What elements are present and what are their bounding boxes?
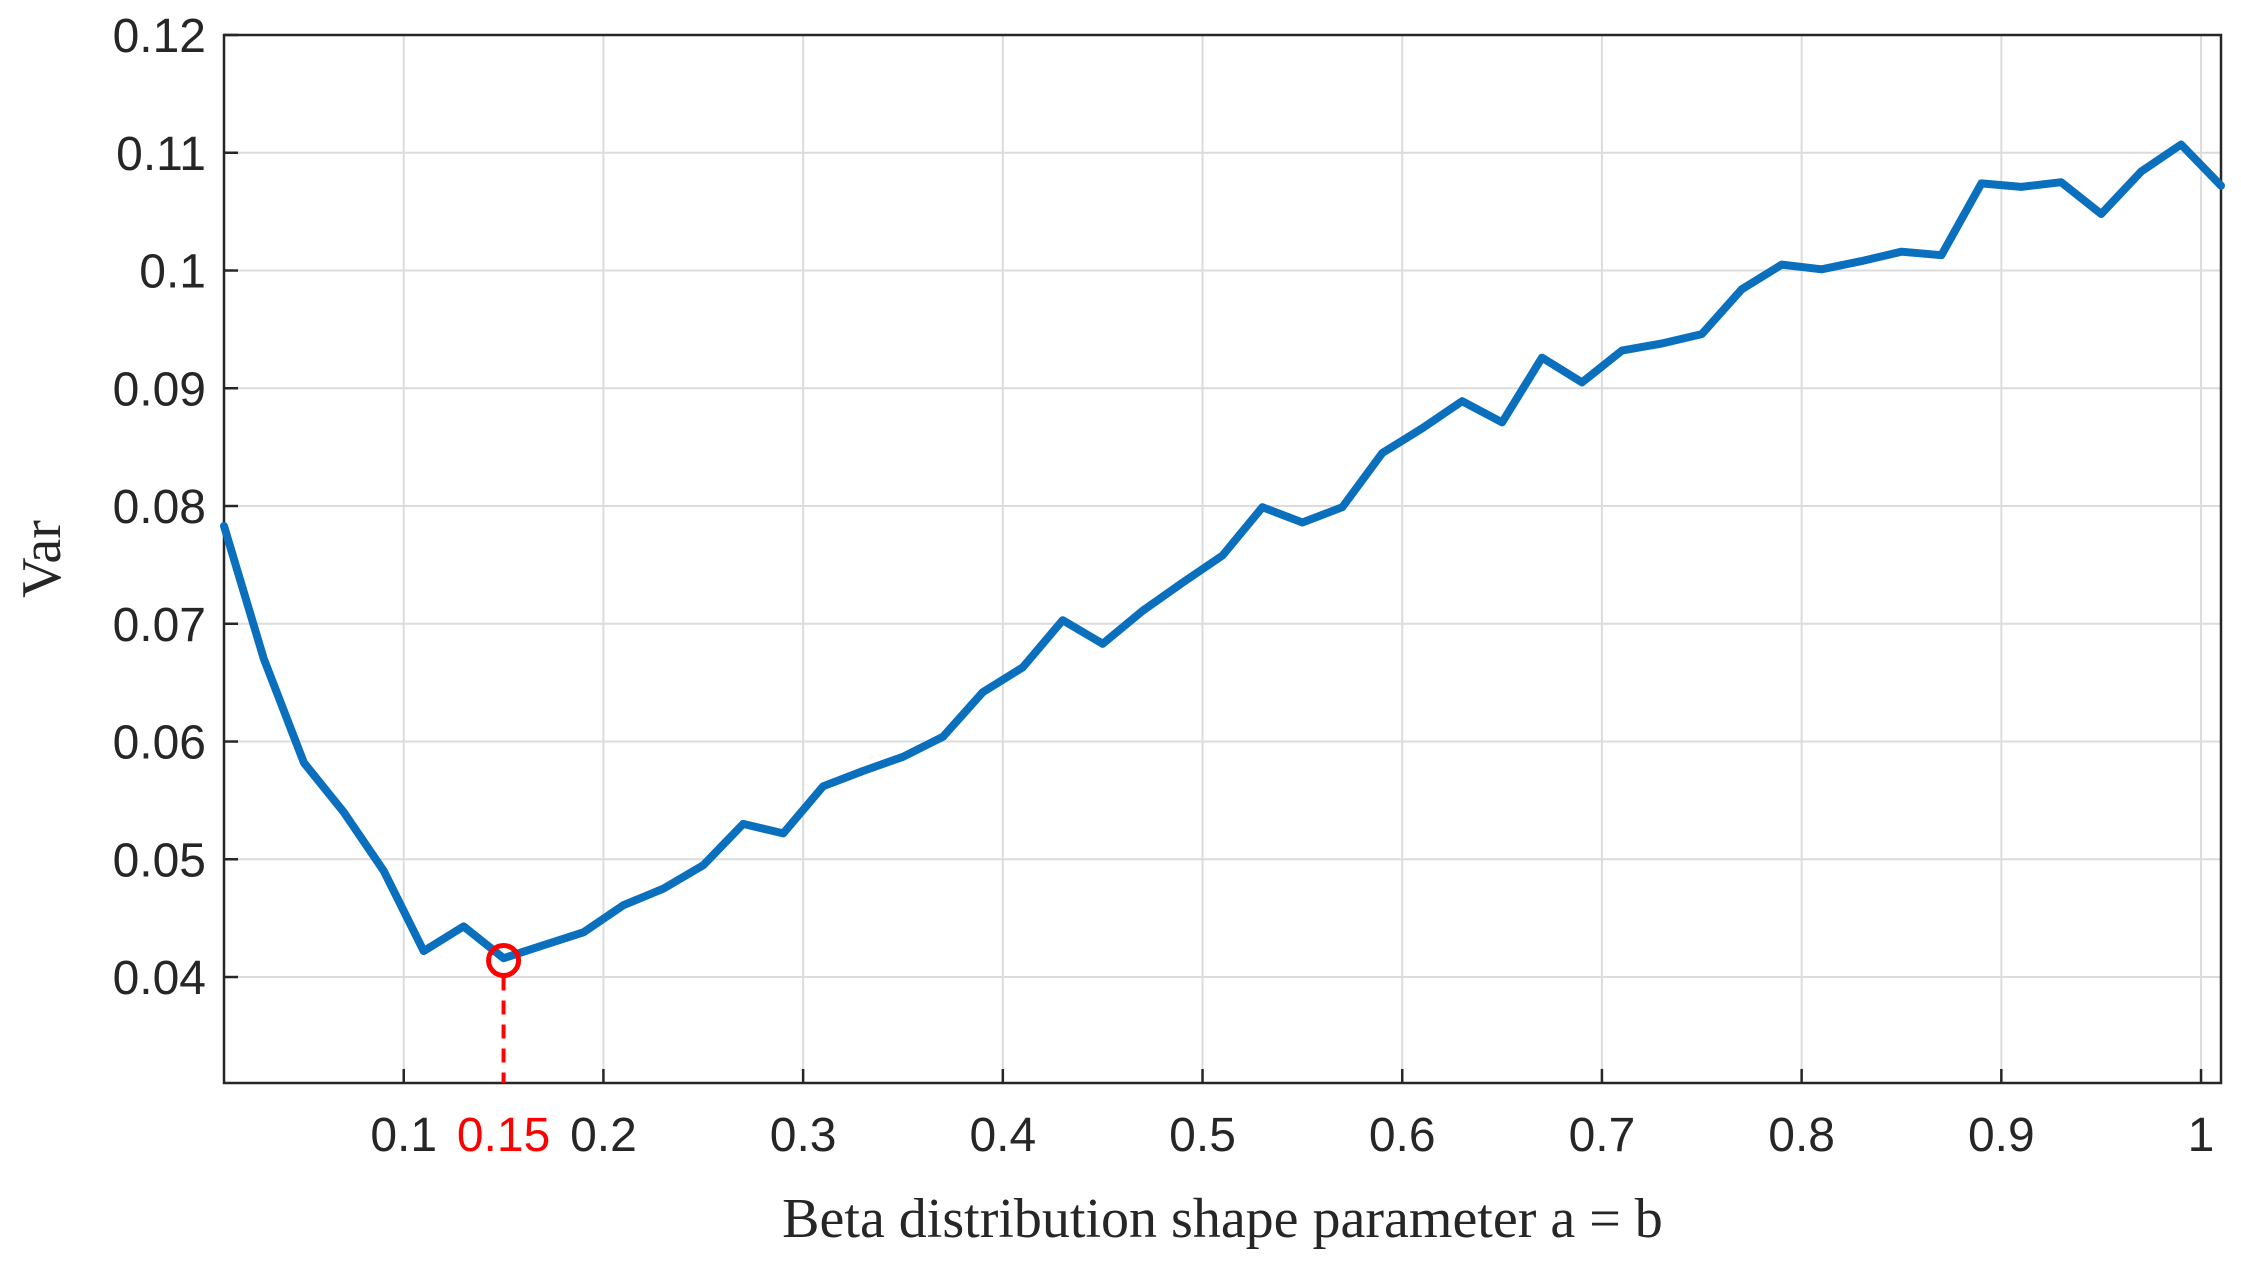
y-axis-label: Var xyxy=(11,520,73,598)
y-tick-label: 0.12 xyxy=(113,10,206,63)
x-tick-label: 0.2 xyxy=(570,1109,637,1162)
highlight-tick-label: 0.15 xyxy=(457,1109,550,1162)
grid-layer xyxy=(224,34,2221,1083)
y-tick-label: 0.07 xyxy=(113,599,206,652)
series-layer xyxy=(220,140,2225,963)
x-tick-label: 0.8 xyxy=(1768,1109,1835,1162)
x-tick-label: 0.5 xyxy=(1169,1109,1236,1162)
series-line xyxy=(220,140,2225,963)
x-tick-label: 1 xyxy=(2188,1109,2215,1162)
x-tick-label: 0.6 xyxy=(1369,1109,1436,1162)
x-tick-label: 0.4 xyxy=(969,1109,1036,1162)
highlight-layer: 0.15 xyxy=(457,943,550,1162)
y-tick-label: 0.04 xyxy=(113,952,206,1005)
y-tick-label: 0.05 xyxy=(113,834,206,887)
x-tick-label: 0.3 xyxy=(770,1109,837,1162)
y-tick-label: 0.08 xyxy=(113,481,206,534)
ticks-layer: 0.1 0.2 0.3 0.4 0.5 0.6 0.7 0.8 0.9 1 0.04 0.05 0.06… xyxy=(113,10,2215,1162)
plot-frame xyxy=(222,33,2223,1085)
y-tick-label: 0.09 xyxy=(113,363,206,416)
y-tick-label: 0.06 xyxy=(113,717,206,770)
x-tick-label: 0.7 xyxy=(1569,1109,1636,1162)
x-tick-label: 0.1 xyxy=(370,1109,437,1162)
x-axis-label: Beta distribution shape parameter a = b xyxy=(782,1188,1663,1250)
x-tick-label: 0.9 xyxy=(1968,1109,2035,1162)
y-tick-label: 0.11 xyxy=(116,128,206,181)
y-tick-label: 0.1 xyxy=(139,246,206,299)
highlight-marker xyxy=(486,943,522,979)
